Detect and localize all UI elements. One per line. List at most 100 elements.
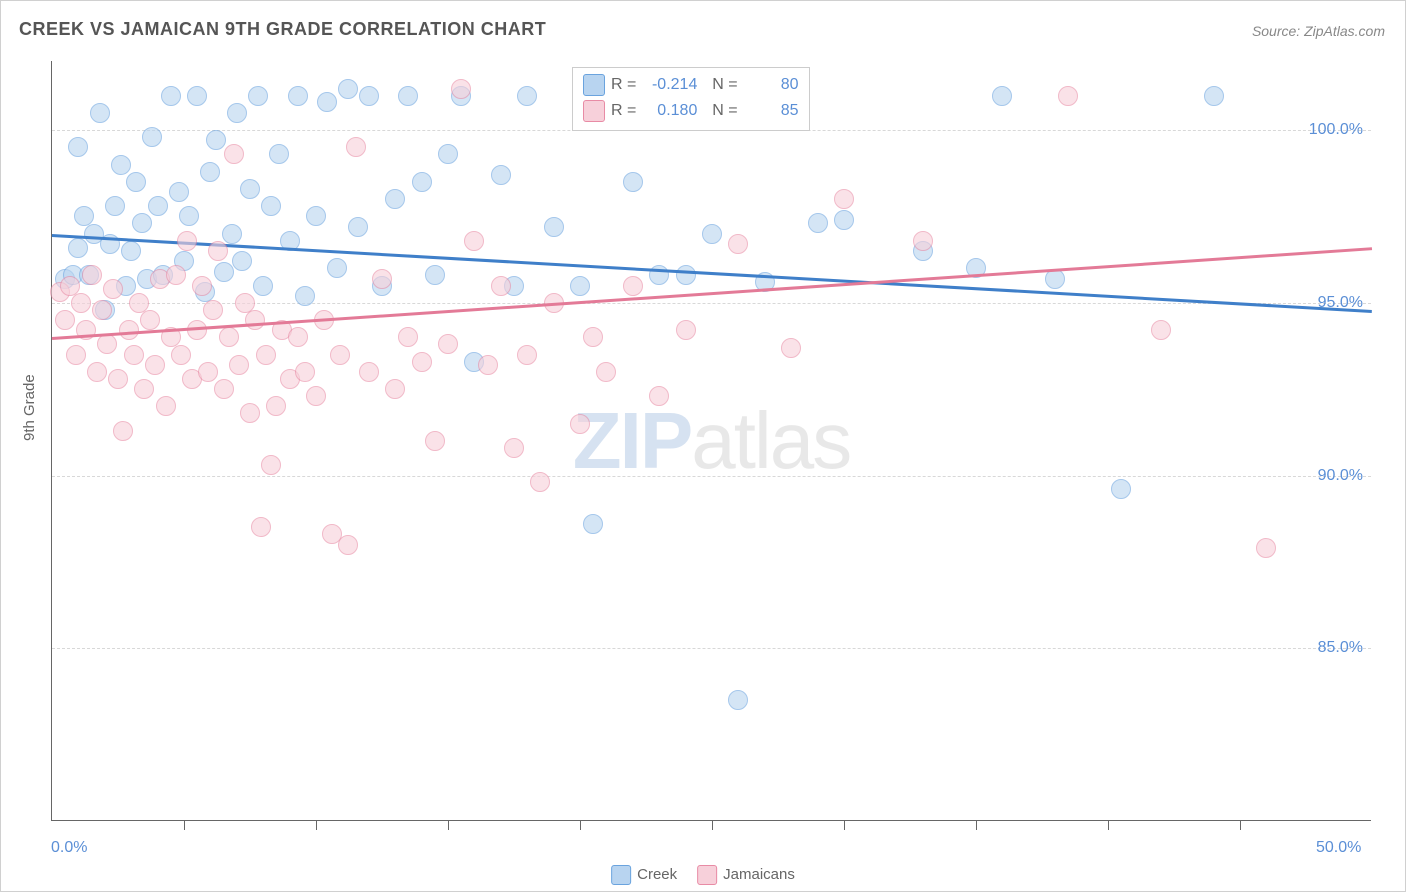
xtick [976, 820, 977, 830]
data-point [288, 86, 308, 106]
data-point [808, 213, 828, 233]
data-point [161, 86, 181, 106]
data-point [261, 196, 281, 216]
data-point [346, 137, 366, 157]
data-point [649, 386, 669, 406]
data-point [338, 79, 358, 99]
chart-title: CREEK VS JAMAICAN 9TH GRADE CORRELATION … [19, 19, 546, 40]
legend-stats-row: R = -0.214 N = 80 [583, 72, 799, 98]
data-point [224, 144, 244, 164]
data-point [327, 258, 347, 278]
legend-item-jamaicans: Jamaicans [697, 865, 795, 885]
data-point [306, 206, 326, 226]
data-point [913, 231, 933, 251]
data-point [169, 182, 189, 202]
data-point [179, 206, 199, 226]
data-point [68, 238, 88, 258]
data-point [288, 327, 308, 347]
data-point [214, 262, 234, 282]
legend-item-creek: Creek [611, 865, 677, 885]
data-point [227, 103, 247, 123]
data-point [251, 517, 271, 537]
xtick [844, 820, 845, 830]
ytick-label: 90.0% [1318, 467, 1363, 485]
xtick [316, 820, 317, 830]
legend-stats-box: R = -0.214 N = 80 R = 0.180 N = 85 [572, 67, 810, 131]
data-point [385, 189, 405, 209]
data-point [491, 165, 511, 185]
data-point [187, 86, 207, 106]
data-point [1111, 479, 1131, 499]
data-point [266, 396, 286, 416]
data-point [992, 86, 1012, 106]
data-point [623, 276, 643, 296]
data-point [1256, 538, 1276, 558]
data-point [206, 130, 226, 150]
data-point [240, 179, 260, 199]
data-point [385, 379, 405, 399]
data-point [200, 162, 220, 182]
data-point [702, 224, 722, 244]
data-point [105, 196, 125, 216]
data-point [330, 345, 350, 365]
data-point [1058, 86, 1078, 106]
ytick-label: 95.0% [1318, 294, 1363, 312]
data-point [544, 217, 564, 237]
ytick-label: 100.0% [1309, 121, 1363, 139]
data-point [113, 421, 133, 441]
gridline [52, 648, 1371, 649]
data-point [66, 345, 86, 365]
data-point [253, 276, 273, 296]
data-point [145, 355, 165, 375]
data-point [126, 172, 146, 192]
data-point [187, 320, 207, 340]
chart-container: CREEK VS JAMAICAN 9TH GRADE CORRELATION … [0, 0, 1406, 892]
data-point [245, 310, 265, 330]
data-point [583, 514, 603, 534]
data-point [68, 137, 88, 157]
data-point [583, 327, 603, 347]
source-label: Source: ZipAtlas.com [1252, 23, 1385, 39]
data-point [71, 293, 91, 313]
data-point [1151, 320, 1171, 340]
data-point [348, 217, 368, 237]
data-point [269, 144, 289, 164]
data-point [728, 234, 748, 254]
data-point [478, 355, 498, 375]
data-point [338, 535, 358, 555]
data-point [623, 172, 643, 192]
data-point [372, 269, 392, 289]
creek-r-value: -0.214 [642, 76, 697, 94]
jamaicans-swatch-icon [697, 865, 717, 885]
xtick [184, 820, 185, 830]
data-point [570, 276, 590, 296]
data-point [464, 231, 484, 251]
data-point [256, 345, 276, 365]
legend-stats-row: R = 0.180 N = 85 [583, 98, 799, 124]
data-point [317, 92, 337, 112]
data-point [97, 334, 117, 354]
data-point [438, 144, 458, 164]
data-point [148, 196, 168, 216]
data-point [198, 362, 218, 382]
xtick [1108, 820, 1109, 830]
gridline [52, 476, 1371, 477]
data-point [359, 362, 379, 382]
data-point [425, 431, 445, 451]
xtick-label: 0.0% [51, 839, 87, 857]
data-point [203, 300, 223, 320]
data-point [229, 355, 249, 375]
data-point [676, 320, 696, 340]
data-point [134, 379, 154, 399]
data-point [87, 362, 107, 382]
data-point [208, 241, 228, 261]
data-point [295, 286, 315, 306]
data-point [132, 213, 152, 233]
jamaicans-r-value: 0.180 [642, 102, 697, 120]
data-point [55, 310, 75, 330]
data-point [82, 265, 102, 285]
data-point [192, 276, 212, 296]
data-point [425, 265, 445, 285]
data-point [261, 455, 281, 475]
data-point [121, 241, 141, 261]
